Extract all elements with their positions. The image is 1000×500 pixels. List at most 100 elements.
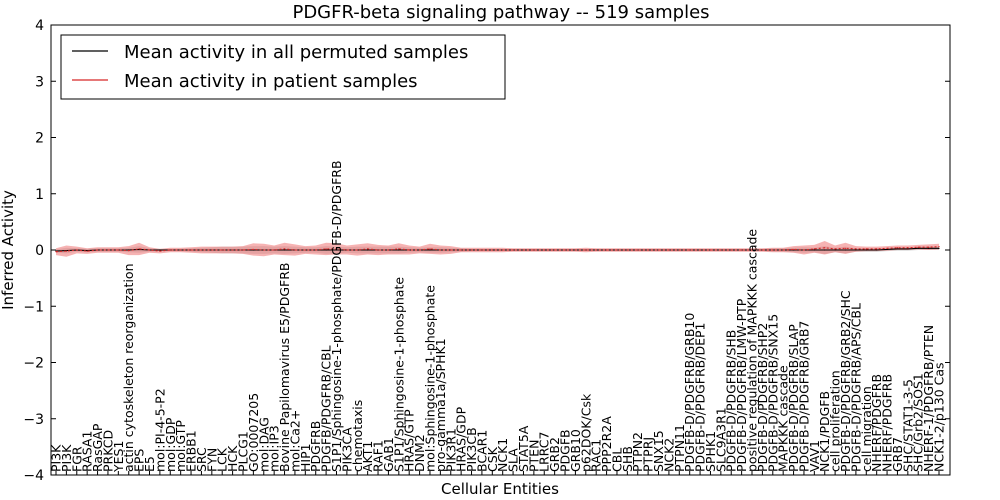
- series-permuted-line-point: [283, 249, 286, 251]
- series-patient-line-point: [418, 249, 421, 251]
- entity-label: mol:IP3: [267, 425, 282, 472]
- x-axis-ticks: [55, 471, 940, 475]
- series-patient-line-point: [502, 249, 504, 251]
- entity-label: PDGFB-D/PDGFRB/SHB: [724, 330, 739, 472]
- series-patient-line-point: [616, 249, 618, 251]
- series-patient-line-point: [481, 249, 483, 251]
- series-patient-line-point: [522, 249, 525, 251]
- series-patient-line-point: [304, 249, 306, 251]
- entity-label: chemotaxis: [350, 400, 365, 472]
- series-patient-line-point: [159, 250, 161, 252]
- series-permuted-line-point: [335, 249, 338, 251]
- entity-label: FGR: [69, 446, 84, 472]
- entity-label: mol:GDP: [163, 417, 178, 472]
- series-patient-line-point: [772, 249, 774, 251]
- entity-label: PDGFB/PDGFRB/CBL: [319, 345, 334, 472]
- entity-label: VAV1: [807, 440, 822, 472]
- entity-label: HCK: [225, 445, 240, 472]
- y-tick-label: 4: [35, 18, 44, 34]
- entity-label: p62DOK/Csk: [578, 393, 593, 472]
- series-patient-line-point: [855, 248, 857, 250]
- entity-label: mol:GTP: [173, 420, 188, 472]
- series-patient-line-point: [346, 249, 348, 251]
- series-patient-line-point: [605, 249, 608, 251]
- y-axis-label: Inferred Activity: [0, 190, 17, 310]
- entity-label: RAC1: [589, 439, 604, 472]
- entity-label: NHERF/PDGFRB: [869, 374, 884, 472]
- series-patient-line-point: [886, 247, 888, 249]
- series-patient-line-point: [377, 249, 379, 251]
- series-patient-line-point: [107, 249, 109, 251]
- y-tick-label: 3: [35, 74, 44, 90]
- series-patient-line-point: [647, 249, 649, 251]
- entity-label: YES1: [111, 441, 126, 473]
- series-permuted-line-point: [429, 249, 431, 251]
- series-permuted-line-point: [886, 248, 888, 251]
- entity-label: LRRC7: [537, 432, 552, 472]
- series-permuted-line-point: [834, 249, 836, 251]
- series-patient-line-point: [242, 249, 244, 251]
- series-patient-line-point: [138, 248, 140, 250]
- entity-label: SPHK1: [703, 431, 718, 472]
- entity-label: PDGFB-D/PDGFRB/SLAP: [786, 324, 801, 472]
- series-patient-line-point: [543, 249, 545, 251]
- entity-label: SHB: [620, 446, 635, 472]
- series-patient-line-point: [325, 248, 327, 250]
- entity-label: PDGFB-D/PDGFRB/SHP2: [755, 323, 770, 472]
- series-patient-line-point: [844, 247, 847, 249]
- series-patient-line-point: [699, 249, 701, 251]
- y-axis-ticks: −4 −3 −2 −1 0 1 2 3 4: [23, 18, 950, 484]
- series-patient-line-point: [283, 248, 286, 250]
- entity-label: GRB2: [547, 437, 562, 472]
- entity-label: AKT1: [360, 441, 375, 472]
- series-patient-line-point: [657, 249, 660, 251]
- entity-label: CSK: [485, 446, 500, 472]
- series-patient-line-point: [917, 246, 919, 248]
- series-patient-line-point: [273, 249, 275, 251]
- series-patient-line-point: [668, 249, 670, 251]
- entity-label: FYN: [204, 448, 219, 472]
- entity-label: GRB10: [568, 429, 583, 472]
- series-patient-line-point: [76, 249, 78, 251]
- series-patient-line-point: [356, 249, 358, 251]
- series-patient-line-point: [533, 249, 535, 251]
- entity-label: PDGFB-D/PDGFRB/GRB2/SHC: [838, 290, 853, 472]
- series-patient-line-point: [211, 249, 213, 251]
- entity-label: PDGFB-D/PDGFRB/GRB10: [682, 313, 697, 472]
- y-tick-label: −3: [23, 412, 44, 428]
- y-tick-label: 1: [35, 187, 44, 203]
- entity-label: PTPN11: [672, 424, 687, 472]
- series-patient-line-point: [169, 249, 171, 251]
- series-patient-line-point: [315, 249, 317, 251]
- entity-label: DNM2: [412, 434, 427, 472]
- entity-label: SRC: [194, 447, 209, 472]
- series-patient-line-point: [263, 249, 265, 251]
- entity-label: actin cytoskeleton reorganization: [121, 263, 136, 472]
- series-patient-line-point: [896, 247, 899, 249]
- series-patient-line-point: [803, 249, 805, 251]
- entity-label: NHERF/PDGFRB: [880, 374, 895, 472]
- entity-label: mol:PI-4-5-P2: [152, 388, 167, 472]
- series-patient-line-point: [128, 249, 130, 252]
- entity-label: PPP2R2A: [599, 416, 614, 472]
- entity-label: NHERF-1/PDGFRB/PTEN: [921, 325, 936, 472]
- series-patient-line-point: [876, 248, 878, 250]
- entity-label: RASA1: [80, 431, 95, 472]
- series-patient-line-point: [720, 249, 722, 251]
- series-patient-line-point: [834, 248, 836, 250]
- legend-label-permuted: Mean activity in all permuted samples: [124, 42, 468, 63]
- entity-label: PDGFRB: [308, 421, 323, 472]
- series-patient-line-point: [709, 249, 712, 251]
- series-patient-line-point: [200, 249, 203, 251]
- series-permuted-line-point: [907, 248, 909, 250]
- series-patient-line-point: [595, 249, 597, 251]
- entity-label: CBL: [609, 448, 624, 472]
- band-patient: [56, 241, 939, 257]
- series-patient-line-point: [55, 251, 57, 253]
- entity-label: cell migration: [859, 386, 874, 472]
- series-patient-line-point: [907, 247, 909, 249]
- series-patient-line-point: [512, 249, 514, 251]
- series-patient-line-point: [190, 249, 192, 251]
- entity-label: PIK3R1: [443, 428, 458, 472]
- series-patient-line-point: [751, 249, 753, 251]
